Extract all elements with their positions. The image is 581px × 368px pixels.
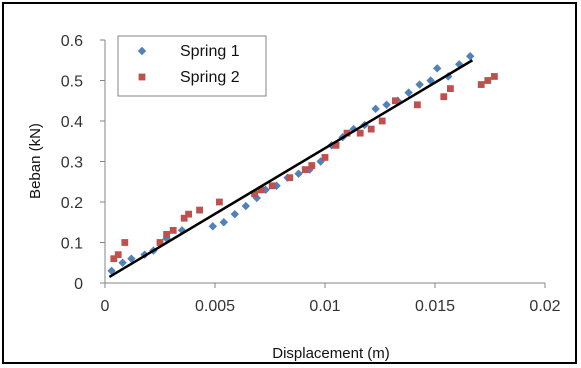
legend-label-1: Spring 1	[180, 43, 240, 60]
data-point	[466, 52, 475, 61]
data-point	[219, 218, 228, 227]
data-point	[414, 101, 421, 109]
y-tick-label: 0.5	[61, 74, 83, 91]
data-point	[251, 190, 258, 198]
x-tick-label: 0	[101, 298, 110, 315]
data-point	[156, 239, 164, 246]
x-tick-label: 0.02	[529, 298, 560, 315]
data-point	[208, 222, 217, 231]
legend-marker-1	[137, 46, 147, 56]
x-tick-label: 0.01	[309, 298, 340, 315]
data-point	[163, 231, 170, 238]
data-point	[367, 125, 375, 133]
y-tick-label: 0.6	[61, 33, 83, 50]
data-point	[268, 182, 276, 190]
y-axis-title: Beban (kN)	[27, 123, 44, 199]
data-point	[371, 104, 380, 114]
data-point	[216, 198, 223, 206]
x-tick-label: 0.005	[195, 298, 235, 315]
y-tick-label: 0.1	[61, 236, 83, 253]
data-point	[118, 258, 127, 267]
data-point	[447, 85, 454, 92]
data-point	[294, 169, 303, 178]
data-point	[185, 210, 192, 218]
data-point	[392, 97, 399, 105]
chart-frame	[2, 2, 577, 364]
y-tick-label: 0	[74, 276, 83, 293]
data-point	[477, 81, 485, 88]
data-point	[257, 186, 265, 194]
data-point	[356, 129, 364, 137]
data-point	[404, 88, 413, 97]
data-point	[484, 77, 492, 84]
y-tick-label: 0.4	[61, 114, 83, 131]
data-point	[301, 166, 309, 173]
data-point	[121, 239, 129, 246]
y-tick-label: 0.2	[61, 195, 83, 212]
data-point	[491, 73, 498, 80]
data-point	[415, 80, 424, 89]
series-2	[110, 73, 498, 263]
data-point	[332, 141, 340, 149]
data-point	[321, 154, 329, 161]
data-point	[433, 64, 442, 73]
legend-box	[117, 35, 267, 97]
data-point	[114, 251, 122, 259]
data-point	[308, 162, 316, 169]
data-point	[169, 226, 177, 234]
x-axis-title: Displacement (m)	[272, 345, 390, 362]
data-point	[110, 255, 118, 263]
plot-area: 0 0.005 0.01 0.015 0.02 0 0.1 0.2 0.3 0.4 0.5 0.6	[61, 33, 561, 315]
trendline	[108, 59, 474, 278]
legend: Spring 1 Spring 2	[117, 35, 267, 97]
legend-marker-2	[138, 73, 146, 81]
x-tick-label: 0.015	[415, 298, 455, 315]
data-point	[196, 206, 203, 214]
data-point	[440, 93, 448, 101]
data-point	[241, 201, 250, 211]
data-point	[127, 254, 136, 263]
legend-label-2: Spring 2	[180, 69, 240, 86]
data-point	[180, 214, 188, 222]
y-tick-label: 0.3	[61, 155, 83, 172]
data-point	[230, 209, 239, 219]
data-point	[378, 117, 386, 125]
data-point	[286, 174, 294, 182]
data-point	[382, 100, 391, 109]
data-point	[343, 129, 351, 137]
